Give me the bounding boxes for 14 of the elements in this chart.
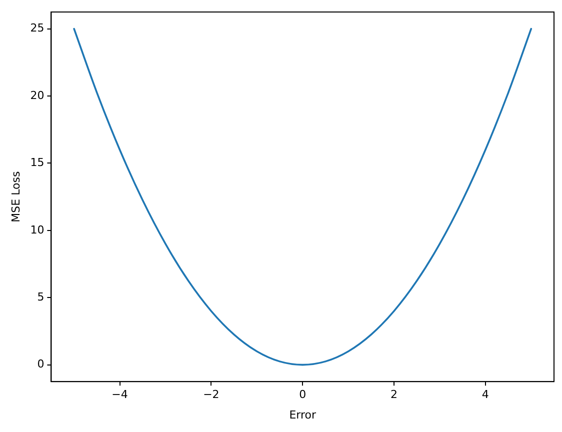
y-tick-label: 25 <box>30 22 44 35</box>
x-tick-label: 0 <box>299 388 306 402</box>
y-tick-label: 15 <box>30 156 44 170</box>
x-tick-label: −4 <box>112 388 128 402</box>
y-tick-label: 0 <box>37 358 44 371</box>
y-tick-label: 5 <box>37 290 44 304</box>
x-tick-label: −2 <box>203 388 220 402</box>
x-axis-title: Error <box>289 408 316 422</box>
y-tick-label: 20 <box>30 88 44 102</box>
line-series <box>73 28 532 366</box>
x-tick-label: 2 <box>390 388 398 402</box>
x-tick-label: 4 <box>482 388 489 402</box>
y-axis-title: MSE Loss <box>9 171 22 222</box>
y-tick-label: 10 <box>30 223 44 236</box>
